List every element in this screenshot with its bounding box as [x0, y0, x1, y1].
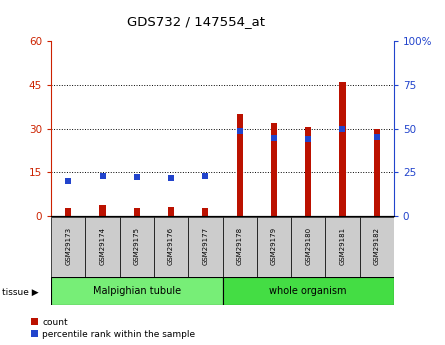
- Bar: [222, 277, 394, 305]
- Bar: [374, 128, 380, 216]
- Point: [271, 135, 278, 141]
- Bar: [51, 217, 85, 278]
- Point: [168, 175, 175, 181]
- Point: [65, 178, 72, 184]
- Bar: [222, 217, 257, 278]
- Bar: [188, 217, 222, 278]
- Bar: [360, 217, 394, 278]
- Bar: [168, 207, 174, 216]
- Text: GSM29173: GSM29173: [65, 227, 71, 265]
- Bar: [65, 208, 71, 216]
- Text: GSM29177: GSM29177: [202, 227, 208, 265]
- Point: [305, 136, 312, 142]
- Point: [339, 127, 346, 132]
- Bar: [257, 217, 291, 278]
- Bar: [100, 206, 105, 216]
- Bar: [291, 217, 325, 278]
- Text: GSM29179: GSM29179: [271, 227, 277, 265]
- Point: [373, 135, 380, 140]
- Bar: [325, 217, 360, 278]
- Legend: count, percentile rank within the sample: count, percentile rank within the sample: [31, 318, 195, 339]
- Text: GSM29176: GSM29176: [168, 227, 174, 265]
- Bar: [85, 217, 120, 278]
- Bar: [120, 217, 154, 278]
- Point: [99, 173, 106, 178]
- Text: GSM29181: GSM29181: [340, 227, 345, 265]
- Text: GDS732 / 147554_at: GDS732 / 147554_at: [127, 16, 265, 29]
- Bar: [134, 208, 140, 216]
- Text: whole organism: whole organism: [269, 286, 347, 296]
- Bar: [51, 277, 223, 305]
- Text: GSM29174: GSM29174: [100, 227, 105, 265]
- Text: GSM29175: GSM29175: [134, 227, 140, 265]
- Text: tissue ▶: tissue ▶: [2, 288, 39, 297]
- Bar: [340, 82, 345, 216]
- Bar: [271, 123, 277, 216]
- Bar: [237, 114, 243, 216]
- Point: [202, 174, 209, 179]
- Text: Malpighian tubule: Malpighian tubule: [93, 286, 181, 296]
- Bar: [154, 217, 188, 278]
- Text: GSM29178: GSM29178: [237, 227, 243, 265]
- Text: GSM29180: GSM29180: [305, 227, 311, 265]
- Point: [134, 175, 141, 180]
- Bar: [202, 208, 208, 216]
- Bar: [305, 127, 311, 216]
- Point: [236, 128, 243, 134]
- Text: GSM29182: GSM29182: [374, 227, 380, 265]
